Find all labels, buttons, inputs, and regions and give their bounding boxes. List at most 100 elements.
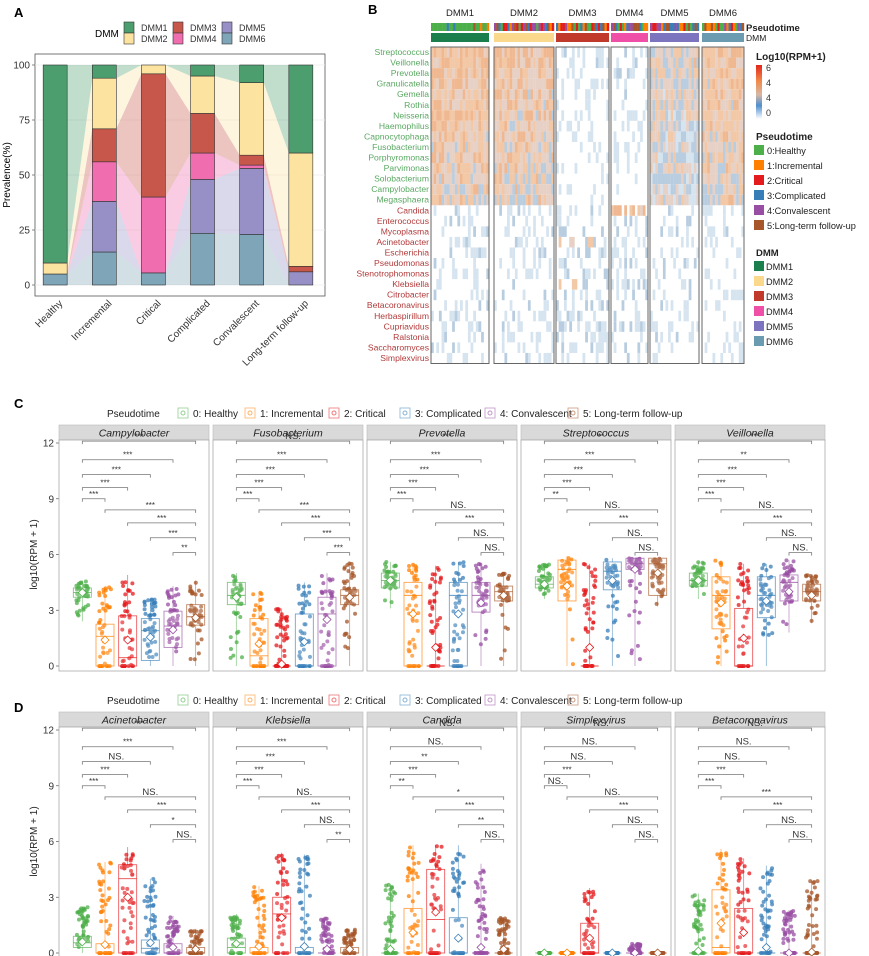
pseudotime-annotation-cell [685,23,689,31]
heatmap-cell [691,89,694,100]
heatmap-cell [504,141,508,153]
heatmap-row-label-rothia: Rothia [404,100,429,110]
heatmap-cell [561,78,565,90]
heatmap-cell [675,194,679,206]
panel-c-data-point [714,636,719,641]
pseudotime-annotation-cell [486,23,490,31]
panel-c-facet-title-campylobacter: Campylobacter [99,428,170,440]
panel-c-data-point [232,582,237,587]
heatmap-cell [467,47,471,58]
heatmap-cell [543,89,547,100]
pseudotime-annotation-cell [435,23,438,31]
heatmap-cell [709,120,713,132]
heatmap-cell [655,47,658,58]
panel-c-data-point [429,619,434,624]
panel-d-data-point [479,917,484,922]
panel-d-data-point [262,917,267,922]
heatmap-cell [696,194,700,206]
panel-d-data-point [405,878,410,883]
heatmap-cell [688,120,692,132]
heatmap-cell [504,89,508,100]
pseudotime-annotation-cell [658,23,662,31]
heatmap-cell [444,110,447,121]
heatmap-cell [517,110,521,121]
heatmap-cell [728,184,732,195]
heatmap-cell [680,131,684,142]
heatmap-cell [688,99,692,111]
heatmap-cell [475,205,479,216]
heatmap-cell [655,141,658,153]
panel-c-data-point [152,597,157,602]
heatmap-cell [431,120,434,132]
panel-c-legend-key-0 [177,407,189,419]
pseudotime-annotation-cell [569,23,572,31]
panel-d-data-point [499,941,504,946]
heatmap-cell [525,131,529,142]
heatmap-cell [650,310,653,322]
heatmap-cell [530,89,534,100]
panel-d-data-point [323,916,328,921]
pseudotime-annotation-cell [439,23,443,31]
panel-c-data-point [790,576,795,581]
panel-d-data-point [106,886,111,891]
heatmap-cell [551,226,555,237]
heatmap-cell [486,268,490,280]
panel-c-data-point [436,656,441,661]
pseudotime-annotation-cell [713,23,716,31]
heatmap-cell [436,57,440,69]
panel-c-data-point [714,607,719,612]
panel-c-data-point [282,648,287,653]
heatmap-cell [733,141,737,153]
panel-c-sig-bracket [235,498,260,502]
panel-c-data-point [762,618,767,623]
heatmap-cell [452,152,455,164]
panel-c-data-point [405,606,410,611]
panel-d-data-point [456,891,461,896]
panel-d-data-point [255,915,260,920]
heatmap-cell [470,152,474,164]
panel-c-data-point [629,648,634,653]
panel-c-data-point [275,622,280,627]
heatmap-cell [525,120,529,132]
panel-d-data-point [81,924,86,929]
panel-d-sig-label: NS. [439,718,455,729]
panel-c-mean-marker [299,637,309,647]
heatmap-cell [467,226,471,237]
panel-d-data-point [233,917,238,922]
panel-c-data-point [171,618,176,623]
heatmap-cell [587,110,591,121]
heatmap-cell [522,258,526,269]
heatmap-cell [438,57,442,69]
pseudotime-annotation-cell [514,23,517,31]
heatmap-cell [665,194,669,206]
pseudotime-annotation-cell [645,23,649,31]
heatmap-cell [650,68,653,79]
panel-d-data-point [582,891,587,896]
panel-d-data-point [451,871,456,876]
heatmap-cell [680,173,684,185]
heatmap-cell [467,141,471,153]
heatmap-cell [538,205,542,216]
panel-d-data-point [389,924,394,929]
heatmap-cell [441,89,445,100]
heatmap-cell [496,47,500,58]
panel-c-data-point [259,591,264,596]
panel-c-facet-title-prevotella: Prevotella [419,428,466,440]
heatmap-cell [655,152,658,164]
heatmap-cell [449,236,453,248]
heatmap-cell [678,68,682,79]
heatmap-cell [558,215,562,227]
panel-c-data-point [150,654,155,659]
heatmap-cell [558,236,562,248]
heatmap-cell [522,163,526,174]
panel-c-data-point [251,592,256,597]
panel-c-data-point [430,630,435,635]
heatmap-cell [449,163,453,174]
heatmap-cell [640,331,643,343]
heatmap-cell [585,99,588,111]
panel-c-data-point [253,603,258,608]
heatmap-cell [436,131,440,142]
panel-c-data-point [196,588,201,593]
panel-d-data-point [152,915,157,920]
